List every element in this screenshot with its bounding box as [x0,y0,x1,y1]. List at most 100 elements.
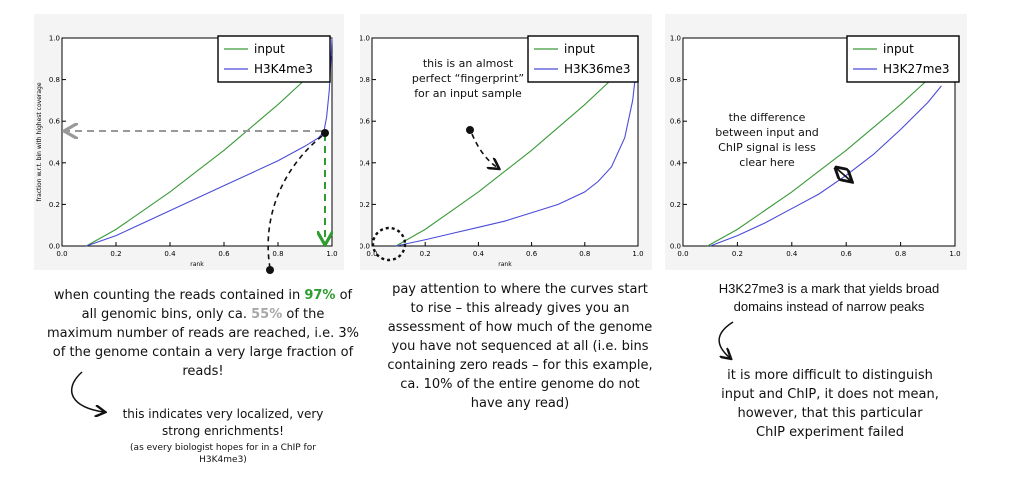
note-line: maximum number of reads are reached, i.e… [46,326,360,341]
note-line: H3K4me3) [199,455,247,465]
x-tick-label: 0.2 [110,250,121,258]
legend: input H3K36me3 [527,35,639,83]
note-line: have any read) [470,396,570,411]
note-line: the difference [728,111,806,124]
note-line: strong enrichments! [162,424,284,438]
panel2-explanation: pay attention to where the curves start … [370,280,670,413]
note-line: when counting the reads contained in 97%… [38,286,368,305]
y-tick-label: 0.6 [360,118,371,126]
x-tick-label: 0.6 [841,250,853,258]
plot-panel-1: 0.0 0.2 0.4 0.6 0.8 1.0 0.0 0.2 0.4 0.6 0.8 1.0 rank… [34,14,344,270]
note-text: of the [282,307,325,322]
y-tick-label: 0.2 [49,201,60,209]
note-text: of [335,288,353,303]
x-tick-label: 0.6 [218,250,230,258]
note-line: assessment of how much of the genome [387,320,653,335]
plot-panel-3: 0.0 0.2 0.4 0.6 0.8 1.0 0.0 0.2 0.4 0.6 0.8 1.0 inpu… [665,14,967,270]
note-line: (as every biologist hopes for in a ChIP … [130,443,316,453]
x-tick-label: 0.4 [164,250,176,258]
x-tick-label: 0.4 [786,250,798,258]
y-tick-label: 0.6 [670,118,682,126]
note-line: perfect “fingerprint” [411,72,525,85]
x-tick-label: 0.8 [579,250,590,258]
note-line: of the genome contain a very large fract… [52,345,354,360]
note-line: this is an almost [422,57,514,70]
y-tick-label: 0.8 [670,76,681,84]
note-line: all genomic bins, only ca. 55% of the [38,305,368,324]
x-tick-label: 0.4 [473,250,485,258]
y-tick-label: 0.0 [49,243,60,251]
note-text: all genomic bins, only ca. [81,307,252,322]
panel3-difference-note: the difference between input and ChIP si… [692,110,842,170]
y-tick-label: 0.4 [49,159,61,167]
note-line: reads! [182,364,224,379]
x-tick-label: 0.6 [526,250,538,258]
panel1-conclusion: this indicates very localized, very stro… [108,406,338,440]
note-line: clear here [739,156,795,169]
y-tick-label: 0.2 [670,201,681,209]
note-line: this indicates very localized, very [122,407,324,421]
series-line-h3k27me3 [710,85,942,247]
y-tick-label: 0.4 [670,159,682,167]
x-axis-label: rank [498,261,512,268]
panel2-fingerprint-note: this is an almost perfect “fingerprint” … [388,56,548,101]
chart-h3k4me3: 0.0 0.2 0.4 0.6 0.8 1.0 0.0 0.2 0.4 0.6 0.8 1.0 rank… [36,35,338,269]
note-line: domains instead of narrow peaks [733,299,925,314]
y-tick-label: 0.0 [670,243,681,251]
x-tick-label: 0.2 [420,250,431,258]
x-tick-label: 0.0 [56,250,67,258]
note-line: ChIP signal is less [718,141,816,154]
highlight-97: 97% [304,288,336,303]
y-axis-label: fraction w.r.t. bin with highest coverag… [36,82,43,201]
x-tick-label: 1.0 [949,250,960,258]
note-line: however, that this particular [737,406,923,421]
x-tick-label: 0.8 [895,250,906,258]
y-tick-label: 0.4 [360,159,371,167]
note-line: to rise – this already gives you an [410,301,630,316]
panel3-explanation: it is more difficult to distinguish inpu… [700,366,960,442]
y-tick-label: 0.2 [360,201,370,209]
chart-h3k36me3: 0.0 0.2 0.4 0.6 0.8 1.0 0.0 0.2 0.4 0.6 0.8 1.0 rank… [360,35,644,269]
x-axis-label: rank [190,261,204,268]
y-tick-label: 1.0 [360,35,370,43]
note-line: for an input sample [414,87,522,100]
y-tick-label: 1.0 [49,35,60,43]
legend-label: H3K36me3 [564,62,631,76]
series-line-h3k4me3 [86,37,333,247]
note-line: pay attention to where the curves start [392,282,648,297]
panel3-heading: H3K27me3 is a mark that yields broad dom… [684,280,974,316]
y-tick-label: 0.8 [49,76,60,84]
legend-label: input [254,42,285,56]
note-line: input and ChIP, it does not mean, [721,387,939,402]
y-tick-label: 0.8 [360,76,370,84]
x-tick-label: 0.8 [272,250,283,258]
y-tick-label: 0.0 [360,243,370,251]
note-line: ChIP experiment failed [756,425,904,440]
highlight-55: 55% [251,307,283,322]
curved-arrow [718,321,734,358]
x-tick-label: 0.0 [677,250,688,258]
plot-panel-2: 0.0 0.2 0.4 0.6 0.8 1.0 0.0 0.2 0.4 0.6 0.8 1.0 rank… [360,14,652,270]
x-tick-label: 0.0 [366,250,377,258]
note-line: containing zero reads – for this example… [387,358,653,373]
x-tick-label: 1.0 [632,250,643,258]
note-line: between input and [715,126,819,139]
panel1-aside: (as every biologist hopes for in a ChIP … [108,442,338,466]
legend-label: H3K27me3 [883,62,950,76]
x-tick-label: 1.0 [326,250,337,258]
legend: input H3K27me3 [846,35,960,83]
panel1-explanation: when counting the reads contained in 97%… [38,286,368,381]
chart-h3k27me3: 0.0 0.2 0.4 0.6 0.8 1.0 0.0 0.2 0.4 0.6 0.8 1.0 inpu… [670,35,961,259]
legend-label: H3K4me3 [254,62,313,76]
y-tick-label: 1.0 [670,35,681,43]
note-line: it is more difficult to distinguish [727,368,933,383]
y-tick-label: 0.6 [49,118,61,126]
series-line-input [707,66,942,247]
note-line: ca. 10% of the entire genome do not [400,377,640,392]
x-tick-label: 0.2 [732,250,743,258]
legend: input H3K4me3 [217,35,331,83]
note-text: when counting the reads contained in [53,288,305,303]
note-line: you have not sequenced at all (i.e. bins [391,339,649,354]
series-line-h3k36me3 [395,52,639,247]
note-line: H3K27me3 is a mark that yields broad [718,281,940,296]
